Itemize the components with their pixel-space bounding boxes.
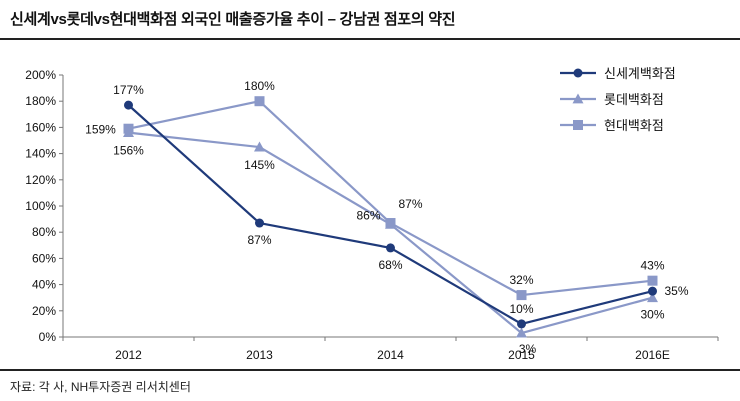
data-label: 10% [509,302,533,316]
data-label: 43% [640,259,664,273]
data-point-square [647,275,658,286]
series-lines-layer [127,100,653,335]
series-line-triangle [128,131,653,335]
data-point-triangle [123,127,134,138]
data-label: 3% [519,342,537,356]
data-label: 30% [640,308,664,322]
source-note: 자료: 각 사, NH투자증권 리서치센터 [10,380,191,394]
x-tick-label: 2014 [377,348,404,362]
data-label: 156% [113,144,144,158]
data-point-triangle [254,141,265,152]
data-labels-layer: 177% 87% 68% 10% 35% 156% 145% 86% 3% 30% 159% 180%… [85,79,689,356]
series-line-circle [127,104,653,325]
legend-label: 롯데백화점 [604,92,664,107]
x-tick-label: 2016E [635,348,670,362]
data-point-triangle [647,292,658,303]
legend-marker-circle [573,68,583,78]
data-label: 180% [244,79,275,93]
data-point-circle [124,100,133,110]
data-label: 159% [85,123,116,137]
y-tick-label: 140% [25,147,56,161]
y-tick-label: 40% [32,278,56,292]
data-point-circle [648,286,657,296]
axes-layer: 0% 20% 40% 60% 80% 100% 120% 140% 160% 180% 200% 20… [25,68,719,362]
data-point-circle [255,218,264,228]
data-point-triangle [385,218,396,229]
y-tick-label: 120% [25,173,56,187]
legend-marker-square [573,120,583,130]
data-point-square [516,290,527,301]
data-label: 87% [398,197,422,211]
legend-label: 현대백화점 [604,118,664,133]
data-label: 87% [247,233,271,247]
y-tick-label: 0% [39,330,57,344]
chart-title: 신세계vs롯데vs현대백화점 외국인 매출증가율 추이 – 강남권 점포의 약진 [10,11,456,28]
bottom-rule [0,369,740,371]
x-tick-label: 2013 [246,348,273,362]
x-tick-label: 2015 [508,348,535,362]
data-label: 32% [509,273,533,287]
y-tick-label: 180% [25,94,56,108]
legend-marker-triangle [572,93,584,104]
data-label: 68% [378,258,402,272]
top-rule [0,38,740,40]
y-tick-label: 200% [25,68,56,82]
y-tick-label: 80% [32,225,56,239]
data-label: 86% [356,208,380,222]
data-point-triangle [516,327,527,338]
x-tick-label: 2012 [115,348,142,362]
data-point-square [254,96,265,107]
line-chart: 0% 20% 40% 60% 80% 100% 120% 140% 160% 180% 200% 20… [25,66,719,362]
series-markers-layer [123,96,658,338]
data-label: 35% [664,284,688,298]
y-tick-label: 160% [25,120,56,134]
data-point-circle [386,243,395,253]
y-tick-label: 20% [32,304,56,318]
y-tick-label: 60% [32,251,56,265]
y-tick-label: 100% [25,199,56,213]
data-point-circle [517,319,526,329]
data-label: 177% [113,83,144,97]
data-label: 145% [244,158,275,172]
legend-label: 신세계백화점 [604,66,676,81]
